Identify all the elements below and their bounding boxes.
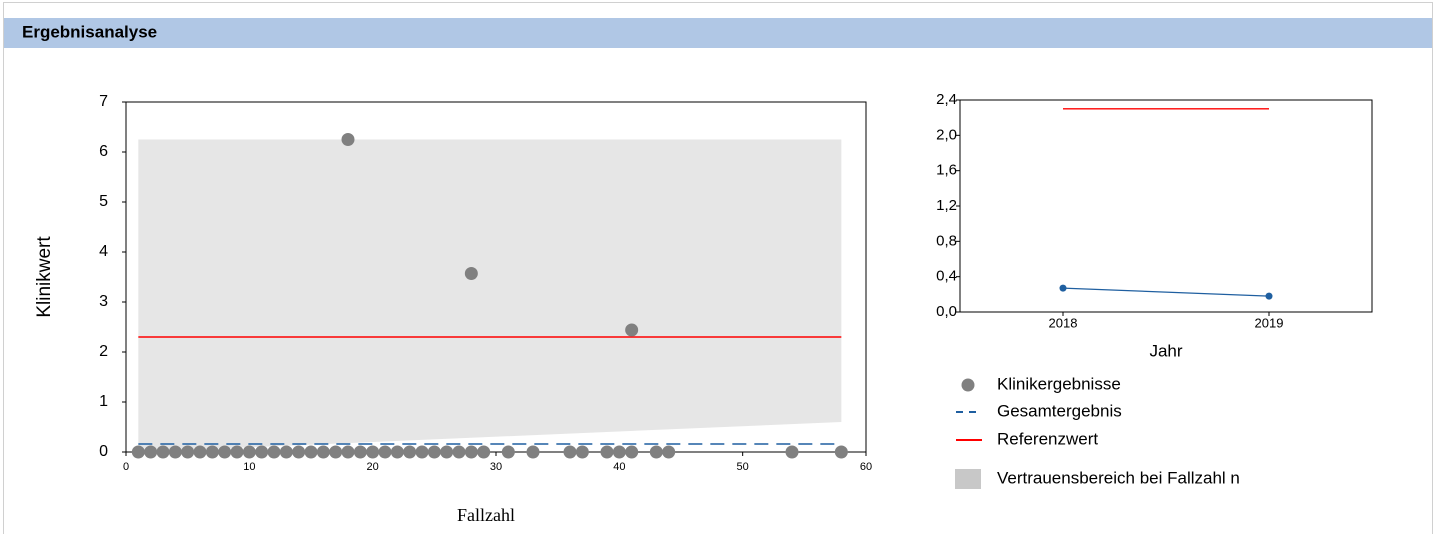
x-tick-label: 20 <box>367 461 379 473</box>
clinic-point <box>390 445 404 459</box>
clinic-point <box>625 323 639 337</box>
plot-frame <box>959 99 1373 313</box>
legend-label: Referenzwert <box>997 429 1098 448</box>
clinic-point <box>255 445 269 459</box>
clinic-point <box>563 445 577 459</box>
y-tick-label: 1,6 <box>936 162 957 179</box>
x-tick-label: 30 <box>490 461 502 473</box>
y-tick-label: 2 <box>99 343 108 360</box>
clinic-point <box>366 445 380 459</box>
legend-label: Gesamtergebnis <box>997 401 1122 420</box>
clinic-point <box>131 445 145 459</box>
clinic-point <box>625 445 639 459</box>
y-tick-label: 1 <box>99 393 108 410</box>
x-axis-label: Fallzahl <box>457 505 515 525</box>
y-tick-label: 2,4 <box>936 91 957 108</box>
x-tick-label: 40 <box>613 461 625 473</box>
clinic-point <box>144 445 158 459</box>
series-point <box>1059 284 1067 292</box>
x-tick-label: 2019 <box>1255 315 1284 330</box>
clinic-point <box>341 133 355 146</box>
clinic-point <box>477 445 491 459</box>
header-title: Ergebnisanalyse <box>22 22 157 41</box>
clinic-point <box>440 445 454 459</box>
legend-marker <box>961 378 975 392</box>
clinic-point <box>168 445 182 459</box>
y-tick-label: 5 <box>99 193 108 210</box>
x-tick-label: 0 <box>123 461 129 473</box>
clinic-point <box>415 445 429 459</box>
y-tick-label: 3 <box>99 293 108 310</box>
clinic-point <box>193 445 207 459</box>
clinic-point <box>464 267 478 280</box>
clinic-point <box>353 445 367 459</box>
clinic-point <box>834 445 848 459</box>
x-tick-label: 10 <box>243 461 255 473</box>
header-band <box>4 18 1432 48</box>
clinic-point <box>292 445 306 459</box>
y-axis-label: Klinikwert <box>34 236 55 318</box>
clinic-point <box>156 445 170 459</box>
y-tick-label: 0,4 <box>936 268 957 285</box>
series-point <box>1265 292 1273 300</box>
clinic-point <box>662 445 676 459</box>
y-tick-label: 7 <box>99 93 108 110</box>
clinic-point <box>267 445 281 459</box>
y-tick-label: 0,0 <box>936 303 957 320</box>
clinic-point <box>649 445 663 459</box>
legend-swatch <box>955 469 981 489</box>
x-axis-label: Jahr <box>1149 341 1182 360</box>
clinic-point <box>785 445 799 459</box>
legend-label: Klinikergebnisse <box>997 374 1121 393</box>
y-tick-label: 4 <box>99 243 108 260</box>
clinic-point <box>427 445 441 459</box>
frame <box>3 2 1433 539</box>
clinic-point <box>218 445 232 459</box>
y-tick-label: 1,2 <box>936 197 957 214</box>
x-tick-label: 2018 <box>1049 315 1078 330</box>
clinic-point <box>378 445 392 459</box>
confidence-band <box>138 139 842 452</box>
clinic-point <box>600 445 614 459</box>
clinic-point <box>575 445 589 459</box>
x-tick-label: 50 <box>737 461 749 473</box>
y-tick-label: 6 <box>99 143 108 160</box>
clinic-point <box>403 445 417 459</box>
clinic-point <box>329 445 343 459</box>
y-tick-label: 2,0 <box>936 126 957 143</box>
clinic-point <box>279 445 293 459</box>
clinic-point <box>181 445 195 459</box>
legend-label: Vertrauensbereich bei Fallzahl n <box>997 468 1240 487</box>
x-tick-label: 60 <box>860 461 872 473</box>
clinic-point <box>464 445 478 459</box>
clinic-point <box>230 445 244 459</box>
clinic-point <box>205 445 219 459</box>
clinic-point <box>452 445 466 459</box>
clinic-point <box>341 445 355 459</box>
clinic-point <box>304 445 318 459</box>
series-line <box>1062 287 1270 297</box>
clinic-point <box>501 445 515 459</box>
y-tick-label: 0 <box>99 443 108 460</box>
y-tick-label: 0,8 <box>936 232 957 249</box>
clinic-point <box>526 445 540 459</box>
clinic-point <box>316 445 330 459</box>
clinic-point <box>612 445 626 459</box>
clinic-point <box>242 445 256 459</box>
